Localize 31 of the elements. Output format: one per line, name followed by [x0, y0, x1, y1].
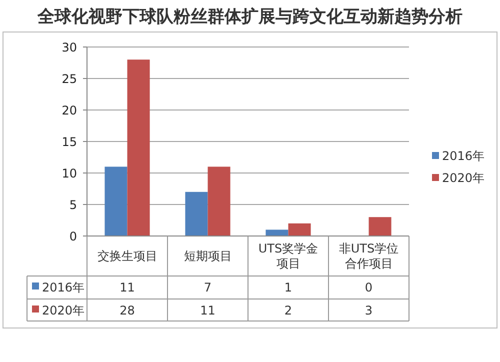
y-tick-label: 20: [62, 104, 77, 118]
bar: [104, 166, 128, 236]
data-label: 28: [120, 304, 135, 318]
data-label: 2: [284, 304, 292, 318]
bar: [288, 223, 311, 236]
data-label: 3: [364, 304, 373, 318]
bar: [185, 192, 208, 236]
x-tick-label: 交换生项目: [97, 249, 158, 263]
chart-title: 全球化视野下球队粉丝群体扩展与跨文化互动新趋势分析: [36, 7, 462, 27]
y-tick-label: 10: [62, 166, 77, 180]
text: 2020年: [42, 304, 85, 318]
text: 2016年: [442, 149, 485, 163]
data-label: 7: [204, 280, 212, 294]
bar: [368, 217, 392, 236]
data-label: 11: [120, 280, 135, 294]
data-label: 1: [284, 280, 292, 294]
bar: [208, 166, 230, 236]
legend-label: 2016年: [42, 280, 85, 294]
bar: [127, 60, 150, 236]
y-tick-label: 30: [62, 40, 77, 54]
bar: [266, 230, 288, 236]
y-tick-label: 15: [62, 135, 77, 149]
y-tick-label: 0: [69, 230, 77, 244]
x-tick-label: UTS奖学金项目: [258, 242, 318, 270]
data-label: 0: [364, 280, 373, 294]
y-tick-label: 5: [69, 198, 77, 212]
x-tick-label: 短期项目: [184, 249, 232, 263]
data-label: 11: [200, 304, 216, 318]
y-tick-label: 25: [62, 72, 77, 86]
legend-label: 2020年: [442, 171, 485, 185]
x-tick-label: 非UTS学位合作项目: [338, 242, 399, 270]
